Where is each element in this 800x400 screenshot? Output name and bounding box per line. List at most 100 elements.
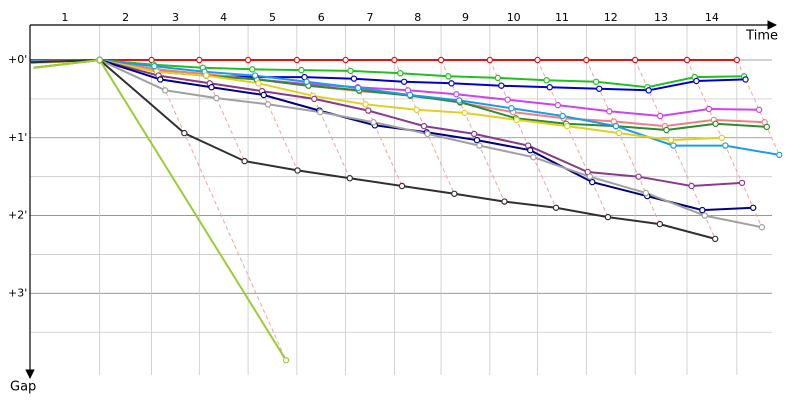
lap-point (543, 77, 550, 84)
lap-point (635, 173, 642, 180)
lap-point (504, 96, 511, 103)
lap-point (642, 189, 650, 197)
y-tick-label: +2' (8, 209, 27, 222)
series-line (30, 58, 743, 188)
lap-point (733, 56, 741, 64)
lap-point (615, 129, 623, 137)
lap-point (656, 220, 664, 228)
lap-point (346, 175, 353, 182)
lap-point (303, 78, 310, 85)
lap-point (196, 56, 203, 64)
y-tick-label: +1' (8, 131, 27, 144)
lap-point (546, 84, 553, 91)
lap-label: 13 (654, 11, 668, 24)
lap-point (161, 87, 169, 94)
lap-point (294, 167, 301, 174)
lap-point (583, 56, 590, 64)
lap-point (530, 154, 537, 161)
isochrone (489, 59, 557, 208)
lap-point (722, 142, 729, 149)
lap-point (151, 63, 158, 70)
lap-point (398, 182, 406, 190)
series-line (30, 58, 716, 240)
y-axis-title: Gap (10, 380, 36, 395)
lap-point (513, 116, 520, 124)
lap-point (370, 119, 377, 126)
lap-label: 2 (122, 11, 129, 24)
lap-point (350, 75, 358, 82)
lap-point (670, 142, 677, 149)
lap-point (391, 56, 398, 64)
lap-point (554, 101, 561, 109)
lap-point (354, 84, 362, 92)
lap-point (413, 106, 420, 113)
lap-point (494, 74, 502, 82)
y-tick-label: +3' (8, 286, 27, 299)
lap-label: 8 (414, 11, 421, 24)
lap-point (342, 56, 349, 64)
lap-point (406, 91, 414, 99)
series-lines (30, 58, 780, 361)
lap-point (448, 80, 455, 87)
lap-point (612, 122, 620, 130)
lap-point (699, 206, 706, 214)
lap-point (656, 112, 664, 120)
lap-label: 6 (318, 11, 325, 24)
lap-point (476, 142, 483, 149)
lap-point (693, 77, 700, 85)
isochrone (198, 59, 246, 162)
isochrone (151, 59, 287, 361)
lap-point (596, 85, 603, 92)
lap-point (347, 67, 354, 75)
lap-point (282, 357, 290, 364)
grid (30, 25, 772, 375)
lap-point (559, 112, 566, 120)
lap-point (298, 66, 305, 74)
lap-label: 14 (705, 11, 719, 24)
lap-point (705, 105, 713, 113)
lap-point (451, 190, 458, 197)
lap-point (397, 70, 404, 77)
lap-point (501, 198, 508, 205)
series-line (30, 58, 763, 229)
lap-point (445, 73, 452, 80)
lap-point (244, 56, 252, 64)
lap-point (508, 105, 515, 112)
lap-label: 7 (366, 11, 373, 24)
lap-point (718, 134, 726, 141)
lap-point (667, 136, 675, 144)
lap-point (249, 66, 256, 73)
lap-point (683, 56, 691, 64)
lap-point (461, 109, 468, 117)
lap-point (255, 80, 262, 87)
lap-point (251, 72, 259, 79)
lap-point (453, 91, 460, 98)
lap-label: 3 (172, 11, 179, 24)
lap-point (763, 123, 770, 131)
lap-point (776, 151, 783, 159)
lap-point (527, 147, 534, 154)
lap-point (311, 95, 318, 103)
lap-point (96, 56, 103, 64)
lap-label: 5 (269, 11, 276, 24)
isochrone (247, 59, 298, 171)
lap-point (181, 129, 188, 137)
lap-point (486, 56, 494, 64)
lap-point (203, 72, 210, 79)
lap-point (424, 130, 431, 138)
lap-point (688, 182, 695, 190)
lap-point (293, 56, 301, 64)
isochrone (440, 59, 505, 202)
isochrones (151, 59, 780, 361)
y-tick-label: +0' (8, 53, 27, 66)
lap-label: 10 (507, 11, 521, 24)
lap-point (470, 130, 478, 138)
lap-point (712, 235, 719, 243)
lap-point (552, 204, 560, 211)
series-line (31, 58, 722, 142)
lap-point (362, 101, 369, 108)
lap-point (260, 91, 267, 99)
lap-point (606, 108, 613, 115)
x-axis-title: Time (745, 29, 778, 44)
lap-point (264, 101, 272, 108)
